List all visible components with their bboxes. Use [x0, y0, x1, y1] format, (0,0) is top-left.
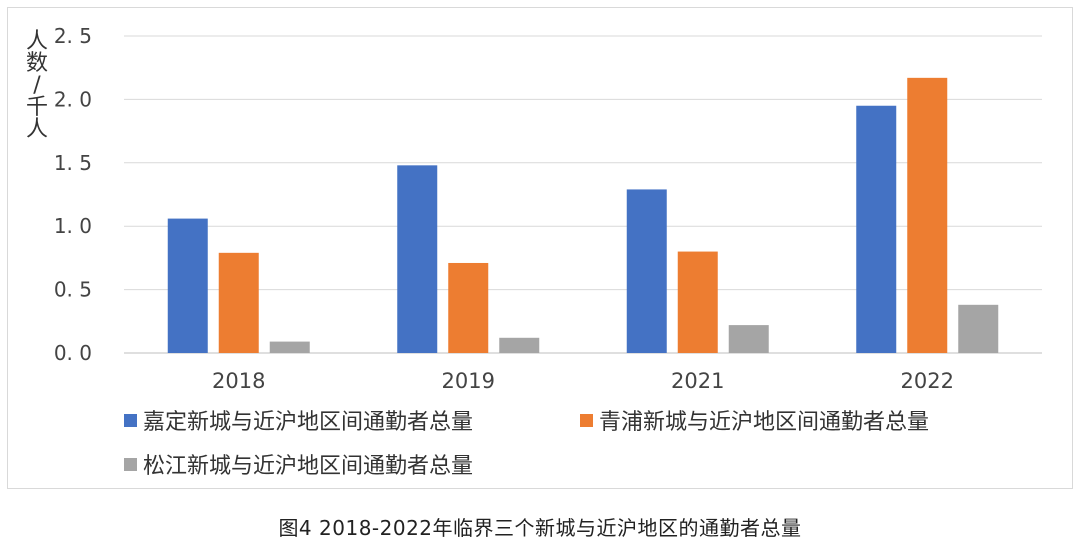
y-tick-label: 2. 0: [54, 87, 92, 111]
x-axis-ticks: 2018 2019 2021 2022: [212, 369, 954, 393]
y-tick-label: 1. 5: [54, 151, 92, 175]
bar-2022-series-3: [958, 304, 999, 353]
legend-item-qingpu: 青浦新城与近沪地区间通勤者总量: [580, 404, 929, 436]
legend-item-songjiang: 松江新城与近沪地区间通勤者总量: [124, 448, 473, 480]
figure-caption: 图4 2018-2022年临界三个新城与近沪地区的通勤者总量: [278, 516, 802, 540]
y-tick-label: 0. 0: [54, 341, 92, 365]
y-tick-label: 1. 0: [54, 214, 92, 238]
y-axis-ticks: 0. 0 0. 5 1. 0 1. 5 2. 0 2. 5: [54, 24, 92, 365]
y-axis-label-char: 千: [25, 95, 48, 120]
y-axis-label-char: /: [33, 73, 41, 98]
legend-label-jiading: 嘉定新城与近沪地区间通勤者总量: [143, 410, 474, 435]
legend-item-jiading: 嘉定新城与近沪地区间通勤者总量: [124, 404, 473, 436]
bar-2019-series-3: [499, 337, 540, 353]
bar-2018-series-3: [269, 341, 310, 353]
bar-2021-series-3: [728, 325, 769, 353]
bar-2018-series-2: [218, 252, 259, 353]
y-axis-label-char: 数: [25, 51, 48, 76]
y-axis-label-char: 人: [25, 29, 48, 54]
bar-2022-series-2: [907, 77, 948, 354]
x-tick-label: 2021: [671, 369, 724, 393]
y-axis-label-char: 人: [25, 117, 48, 142]
y-tick-label: 2. 5: [54, 24, 92, 48]
x-tick-label: 2018: [212, 369, 265, 393]
x-tick-label: 2022: [901, 369, 954, 393]
bar-2021-series-1: [626, 189, 667, 353]
bar-2021-series-2: [677, 251, 718, 353]
legend-label-qingpu: 青浦新城与近沪地区间通勤者总量: [599, 410, 930, 435]
legend-swatch-songjiang: [124, 457, 137, 471]
grid-lines: [124, 35, 1042, 354]
bar-2018-series-1: [167, 218, 208, 353]
bar-2019-series-2: [448, 262, 489, 353]
legend-swatch-qingpu: [580, 413, 593, 427]
legend-swatch-jiading: [124, 413, 137, 427]
y-tick-label: 0. 5: [54, 278, 92, 302]
bars: [167, 77, 999, 354]
bar-2019-series-1: [397, 165, 438, 353]
bar-2022-series-1: [856, 105, 897, 354]
legend-label-songjiang: 松江新城与近沪地区间通勤者总量: [143, 454, 474, 479]
x-tick-label: 2019: [442, 369, 495, 393]
